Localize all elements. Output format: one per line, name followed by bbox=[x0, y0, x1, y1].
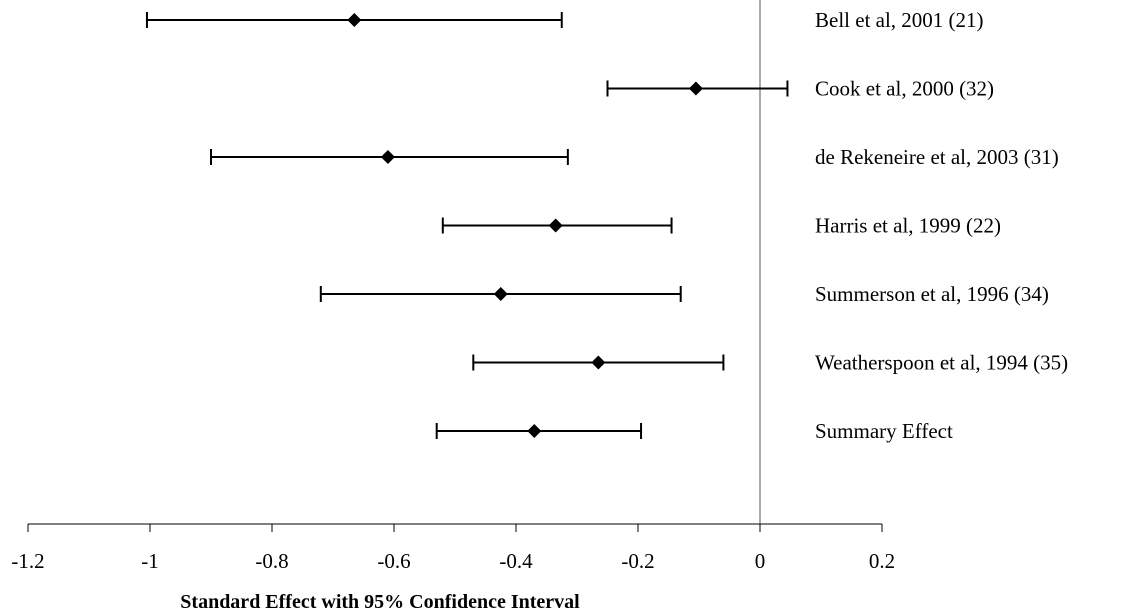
point-estimate-diamond bbox=[380, 150, 395, 164]
x-tick-label: -1 bbox=[141, 549, 159, 573]
study-labels: Bell et al, 2001 (21) Cook et al, 2000 (3… bbox=[815, 8, 1068, 443]
study-label: Weatherspoon et al, 1994 (35) bbox=[815, 351, 1068, 375]
point-estimate-diamond bbox=[548, 218, 563, 233]
x-tick-label: -0.2 bbox=[621, 549, 654, 573]
study-label: Bell et al, 2001 (21) bbox=[815, 8, 984, 32]
x-tick-label: -1.2 bbox=[11, 549, 44, 573]
x-tick-label: 0.2 bbox=[869, 549, 895, 573]
point-estimate-diamond bbox=[688, 81, 703, 96]
x-tick-label: 0 bbox=[755, 549, 766, 573]
study-label: Summerson et al, 1996 (34) bbox=[815, 282, 1049, 306]
x-tick-label: -0.6 bbox=[377, 549, 410, 573]
point-estimate-diamond bbox=[347, 13, 362, 27]
x-axis: -1.2 -1 -0.8 -0.6 -0.4 -0.2 0 0.2 bbox=[11, 0, 895, 573]
study-label: Cook et al, 2000 (32) bbox=[815, 77, 994, 101]
x-tick-label: -0.4 bbox=[499, 549, 533, 573]
point-estimate-diamond bbox=[591, 355, 606, 370]
study-label: Summary Effect bbox=[815, 419, 953, 443]
study-label: Harris et al, 1999 (22) bbox=[815, 214, 1001, 238]
x-axis-title: Standard Effect with 95% Confidence Inte… bbox=[180, 591, 580, 613]
study-estimates bbox=[145, 12, 789, 439]
x-tick-label: -0.8 bbox=[255, 549, 288, 573]
point-estimate-diamond bbox=[493, 287, 508, 301]
point-estimate-diamond bbox=[527, 424, 542, 438]
study-label: de Rekeneire et al, 2003 (31) bbox=[815, 145, 1059, 169]
